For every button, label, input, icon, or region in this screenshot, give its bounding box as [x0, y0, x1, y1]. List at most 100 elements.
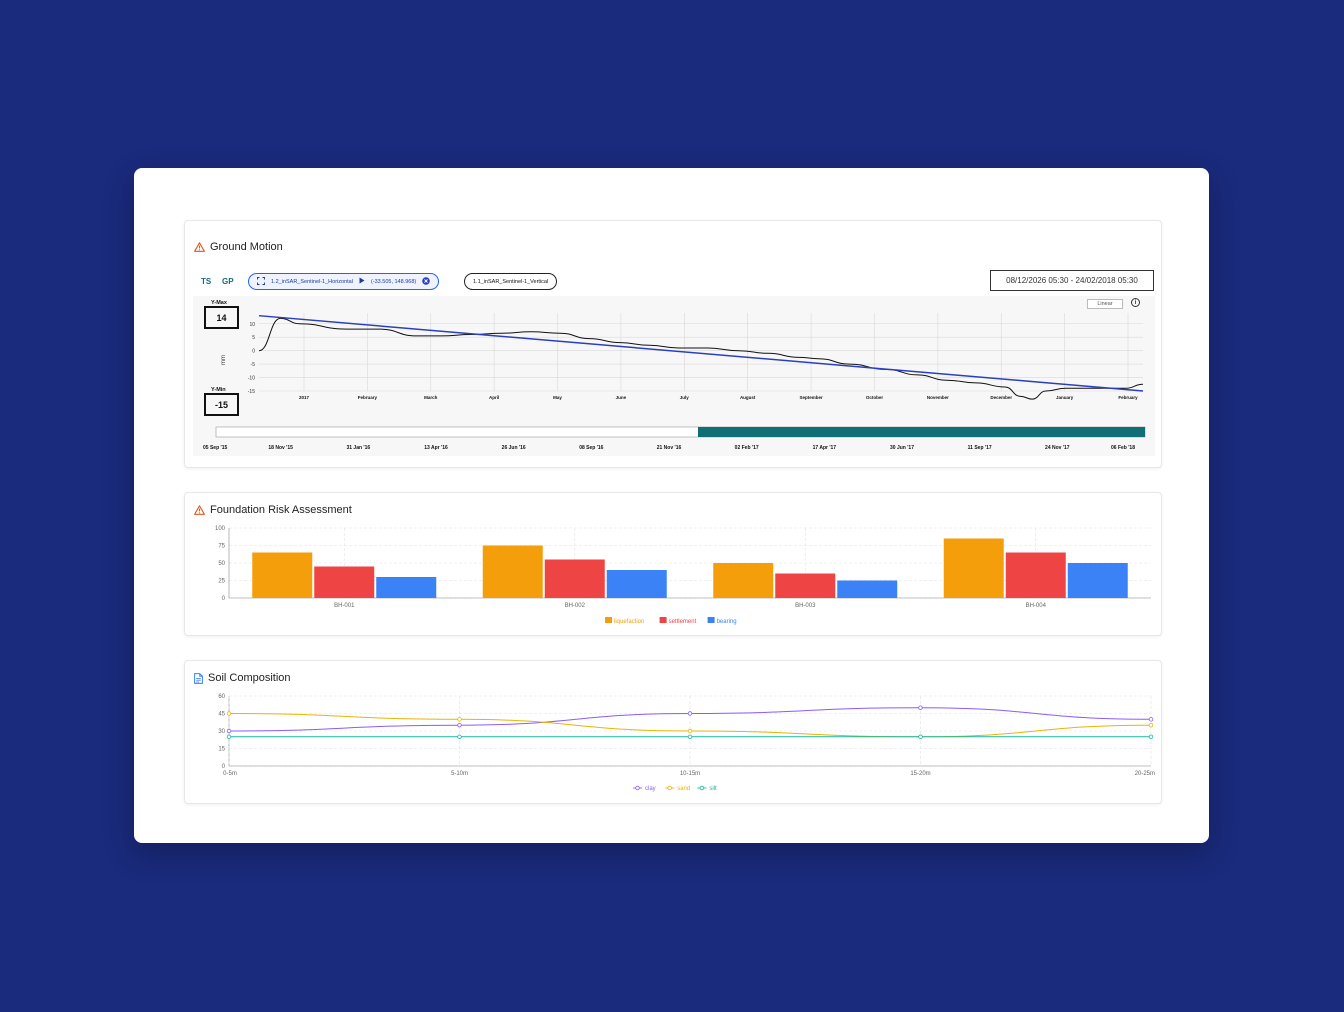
brush-date-label: 30 Jun '17: [890, 445, 914, 451]
date-range-field[interactable]: 08/12/2026 05:30 - 24/02/2018 05:30: [990, 270, 1154, 291]
x-tick-label: BH-002: [565, 603, 586, 609]
x-tick-label: February: [358, 395, 378, 400]
tab-gp[interactable]: GP: [222, 277, 234, 286]
point-silt: [687, 734, 693, 740]
bar-liquefaction: [252, 552, 313, 598]
x-tick-label: 5-10m: [451, 771, 468, 777]
y-tick-label: -10: [248, 376, 255, 382]
x-tick-label: June: [616, 395, 627, 400]
y-tick-label: -5: [251, 362, 256, 368]
bar-liquefaction: [482, 545, 543, 598]
x-tick-label: 0-5m: [223, 771, 237, 777]
foundation-risk-panel: Foundation Risk Assessment 0 25 50 75 100 BH-…: [184, 492, 1162, 636]
x-tick-label: December: [990, 395, 1012, 400]
y-axis-label: mm: [221, 355, 227, 365]
brush-date-label: 06 Feb '18: [1111, 445, 1135, 451]
y-max-input[interactable]: 14: [204, 306, 239, 329]
x-tick-label: February: [1118, 395, 1138, 400]
y-tick-label: 30: [218, 729, 225, 735]
y-tick-label: 5: [252, 335, 255, 341]
play-icon[interactable]: [359, 277, 365, 286]
close-icon[interactable]: [422, 276, 431, 287]
dashboard-card: Ground Motion TS GP 1.2_inSAR_Sentinel-1…: [134, 168, 1209, 843]
x-tick-label: January: [1056, 395, 1074, 400]
legend-label: silt: [709, 786, 717, 792]
legend-label: clay: [645, 786, 656, 792]
panel-title-text: Ground Motion: [210, 241, 283, 253]
y-tick-label: 60: [218, 694, 225, 700]
point-clay: [457, 722, 462, 728]
y-max-label: Y-Max: [209, 300, 229, 306]
point-silt: [918, 734, 923, 740]
range-slider-selection[interactable]: [698, 427, 1145, 437]
scale-toggle-button[interactable]: Linear: [1087, 299, 1123, 309]
y-tick-label: 25: [218, 579, 225, 585]
panel-title-text: Foundation Risk Assessment: [210, 504, 352, 516]
layer-pill-horizontal[interactable]: 1.2_inSAR_Sentinel-1_Horizontal (-33.505…: [248, 273, 440, 290]
bar-bearing: [837, 580, 898, 598]
tab-ts[interactable]: TS: [201, 277, 212, 286]
brush-date-label: 13 Apr '16: [424, 445, 448, 451]
layer-name: 1.1_inSAR_Sentinel-1_Vertical: [473, 278, 549, 285]
point-silt: [1148, 734, 1154, 740]
point-sand: [1148, 722, 1154, 728]
x-tick-label: 20-25m: [1135, 771, 1155, 777]
x-tick-label: 2017: [299, 395, 310, 400]
ground-motion-chart: 10 5 0 -5 -10 -15 mm 2017 February March April May J…: [203, 313, 1146, 451]
y-min-input[interactable]: -15: [204, 393, 239, 416]
bar-bearing: [606, 570, 667, 598]
bar-bearing: [376, 577, 437, 598]
warning-icon: [194, 505, 205, 515]
soil-composition-chart: 0 15 30 45 60 0-5m 5-10m 10-15m 15-20m 20-25m clay…: [218, 694, 1155, 792]
legend-marker: [667, 785, 672, 791]
bar-settlement: [775, 573, 836, 598]
layer-pill-vertical[interactable]: 1.1_inSAR_Sentinel-1_Vertical: [464, 273, 558, 290]
info-icon[interactable]: i: [1131, 298, 1140, 307]
y-tick-label: 100: [215, 526, 226, 532]
point-silt: [226, 734, 232, 740]
legend-label: liquefaction: [614, 619, 644, 625]
bar-settlement: [1005, 552, 1066, 598]
panel-title-text: Soil Composition: [208, 672, 291, 684]
layer-coords: (-33.505, 148.968): [370, 278, 417, 285]
layer-name: 1.2_inSAR_Sentinel-1_Horizontal: [271, 278, 353, 285]
y-tick-label: 0: [252, 349, 255, 355]
legend-marker: [699, 785, 705, 791]
y-tick-label: 0: [222, 596, 226, 602]
point-sand: [687, 728, 693, 734]
x-tick-label: BH-004: [1026, 603, 1047, 609]
document-icon: [194, 672, 203, 684]
soil-composition-panel: Soil Composition 0 15 30 45 60 0-5m 5-10m 10-15…: [184, 660, 1162, 804]
x-tick-label: July: [680, 395, 690, 400]
brush-date-label: 18 Nov '15: [268, 445, 293, 451]
bar-liquefaction: [713, 563, 774, 598]
x-tick-label: April: [489, 395, 499, 400]
foundation-risk-title: Foundation Risk Assessment: [194, 504, 352, 516]
x-tick-label: BH-003: [795, 603, 816, 609]
y-tick-label: -15: [248, 389, 255, 395]
legend-marker: [635, 785, 640, 791]
foundation-risk-chart: 0 25 50 75 100 BH-001 BH-002 BH-003 BH-004 liquef…: [215, 526, 1151, 625]
y-tick-label: 10: [249, 322, 255, 328]
y-tick-label: 50: [218, 561, 225, 567]
x-tick-label: October: [866, 395, 884, 400]
point-clay: [1148, 717, 1154, 722]
x-tick-label: 10-15m: [680, 771, 700, 777]
brush-date-label: 31 Jan '16: [346, 445, 370, 451]
point-clay: [687, 711, 693, 716]
x-tick-label: November: [927, 395, 949, 400]
y-tick-label: 15: [218, 747, 225, 753]
ground-motion-panel: Ground Motion TS GP 1.2_inSAR_Sentinel-1…: [184, 220, 1162, 468]
y-tick-label: 45: [218, 712, 225, 718]
x-tick-label: BH-001: [334, 603, 355, 609]
brush-date-label: 05 Sep '15: [203, 445, 227, 451]
legend-label: sand: [677, 786, 690, 792]
point-clay: [226, 728, 232, 734]
point-sand: [226, 711, 232, 716]
ground-motion-title: Ground Motion: [194, 241, 283, 253]
x-tick-label: March: [424, 395, 438, 400]
expand-icon[interactable]: [257, 276, 265, 287]
brush-date-label: 11 Sep '17: [968, 445, 992, 451]
brush-date-label: 24 Nov '17: [1045, 445, 1070, 451]
brush-date-label: 26 Jun '16: [502, 445, 526, 451]
